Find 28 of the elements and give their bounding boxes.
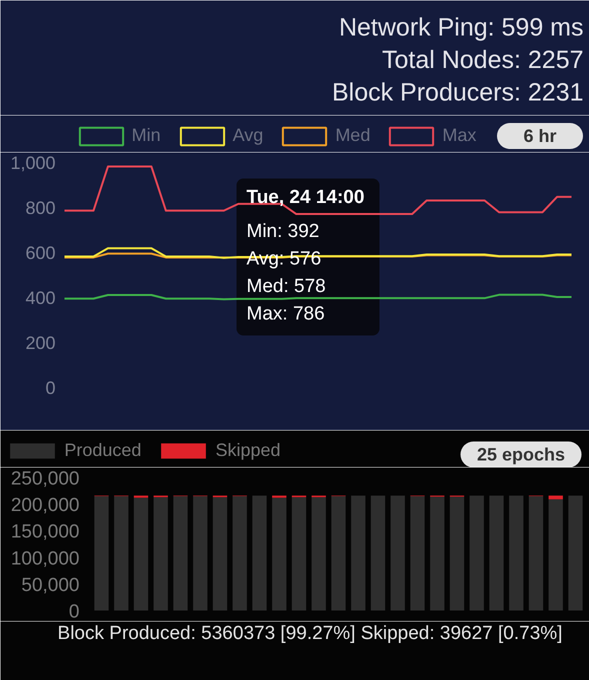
legend-label: Min [132,124,161,146]
legend-label: Produced [64,440,142,461]
legend-label: Skipped [215,440,281,461]
y-tick-label: 800 [25,198,56,218]
y-tick-label: 200,000 [10,495,80,516]
legend-label: Med [335,124,370,146]
legend-label: Max [442,124,476,146]
annotation: Max: 786 [246,304,325,324]
annotation: Tue, 24 14:00 [246,187,364,208]
y-tick-label: 200 [25,333,56,353]
annotation: Med: 578 [246,276,326,297]
y-tick-label: 50,000 [21,574,80,596]
legend-label: Avg [232,124,264,146]
y-tick-label: 600 [25,243,56,263]
text: Total Nodes: 2257 [382,46,584,74]
y-tick-label: 250,000 [10,468,80,490]
y-tick-label: 400 [25,288,56,308]
text: Network Ping: 599 ms [338,14,584,42]
text: 6 hr [523,126,557,146]
y-tick-label: 0 [45,378,56,398]
y-tick-label: 150,000 [10,522,80,543]
y-tick-label: 0 [68,602,80,622]
text: Block Producers: 2231 [332,78,584,106]
annotation: Min: 392 [246,221,320,242]
y-tick-label: 1,000 [10,153,56,173]
y-tick-label: 100,000 [10,548,80,570]
text: Block Produced: 5360373 [99.27%] Skipped: 39627 [0.73%] [58,623,562,644]
text: 25 epochs [476,444,566,464]
